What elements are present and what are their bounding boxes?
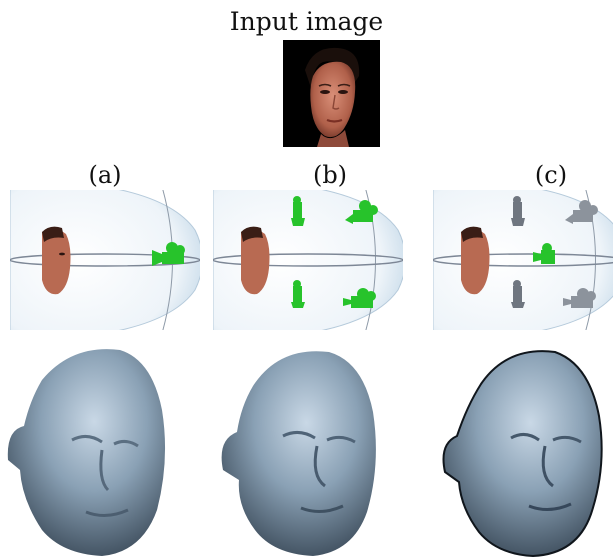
panel-b-label: (b) xyxy=(312,161,348,189)
panel-c-label: (c) xyxy=(534,161,568,189)
camera-icon xyxy=(291,280,305,308)
camera-sphere-scene-c xyxy=(433,190,613,330)
camera-icon xyxy=(511,280,525,308)
camera-icon xyxy=(343,288,376,308)
camera-icon xyxy=(152,242,185,266)
camera-sphere-scene-b xyxy=(213,190,403,330)
panel-a-label: (a) xyxy=(88,161,122,189)
camera-icon xyxy=(533,243,555,264)
reconstruction-mesh-b xyxy=(215,340,390,558)
camera-icon xyxy=(345,200,378,224)
input-image-title: Input image xyxy=(229,7,384,36)
camera-icon xyxy=(291,196,305,226)
reconstruction-mesh-c xyxy=(437,340,612,558)
camera-icon xyxy=(511,196,525,226)
camera-icon xyxy=(563,288,596,308)
face-model-icon xyxy=(42,226,71,295)
camera-sphere-scene-a xyxy=(10,190,200,330)
face-model-icon xyxy=(241,226,270,295)
camera-icon xyxy=(565,200,598,224)
input-face-photo xyxy=(283,40,380,147)
face-model-icon xyxy=(461,226,490,295)
reconstruction-mesh-a xyxy=(2,340,177,558)
